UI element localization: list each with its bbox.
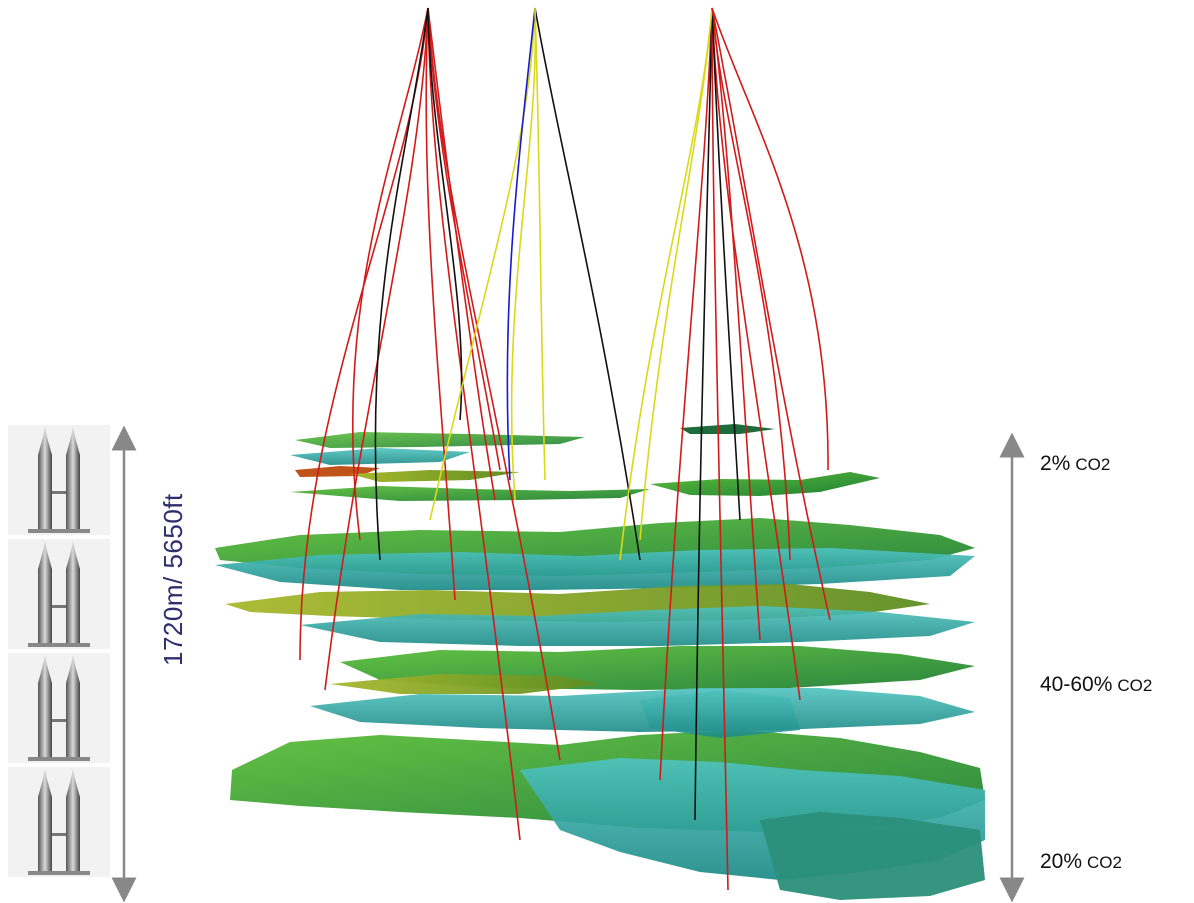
co2-gas-top: CO2 [1075, 455, 1111, 474]
co2-gas-middle: CO2 [1117, 676, 1153, 695]
twin-towers-icon [8, 539, 110, 649]
co2-percent-bottom: 20% [1040, 850, 1083, 873]
co2-percent-top: 2% [1040, 452, 1071, 475]
co2-label-top: 2% CO2 [1040, 452, 1110, 476]
twin-towers-icon [8, 767, 110, 877]
well-trajectories [299, 7, 831, 891]
co2-percent-middle: 40-60% [1040, 673, 1113, 696]
co2-label-middle: 40-60% CO2 [1040, 673, 1152, 697]
co2-gas-bottom: CO2 [1087, 853, 1122, 872]
horizon-layers [215, 424, 985, 900]
twin-towers-icon [8, 653, 110, 763]
co2-label-bottom: 20% CO2 [1040, 850, 1122, 874]
depth-label: 1720m/ 5650ft [158, 493, 188, 666]
twin-towers-icon [8, 425, 110, 535]
tower-scale-column [8, 425, 110, 877]
